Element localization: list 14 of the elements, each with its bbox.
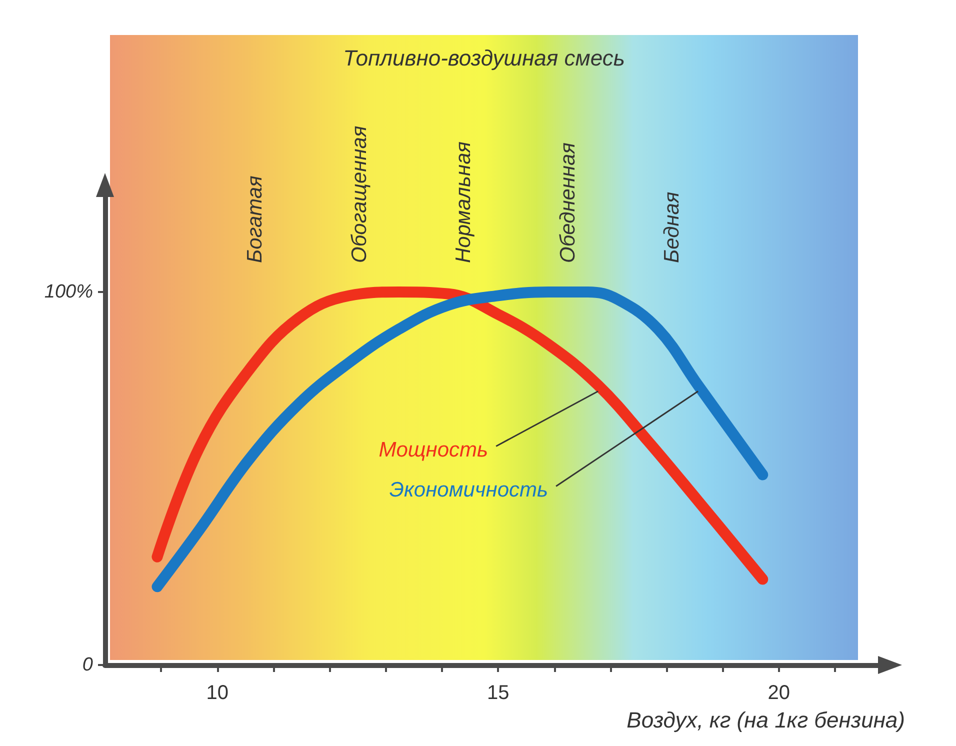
x-tick-label: 15 <box>486 682 510 704</box>
annotation: Нормальная <box>452 142 475 263</box>
y-tick-label: 100% <box>44 281 94 302</box>
x-tick-label: 10 <box>206 682 228 704</box>
annotation: Бедная <box>660 192 684 263</box>
text: Мощность <box>378 438 488 462</box>
chart-title: Топливно-воздушная смесь <box>343 46 625 70</box>
x-tick-label: 20 <box>768 682 790 704</box>
y-tick-label: 0 <box>82 654 94 676</box>
annotation: Обедненная <box>556 142 580 263</box>
x-axis-title: Воздух, кг (на 1кг бензина) <box>626 708 905 732</box>
text: Экономичность <box>389 478 548 502</box>
annotation: Обогащенная <box>348 126 371 263</box>
annotation: Богатая <box>244 176 266 263</box>
